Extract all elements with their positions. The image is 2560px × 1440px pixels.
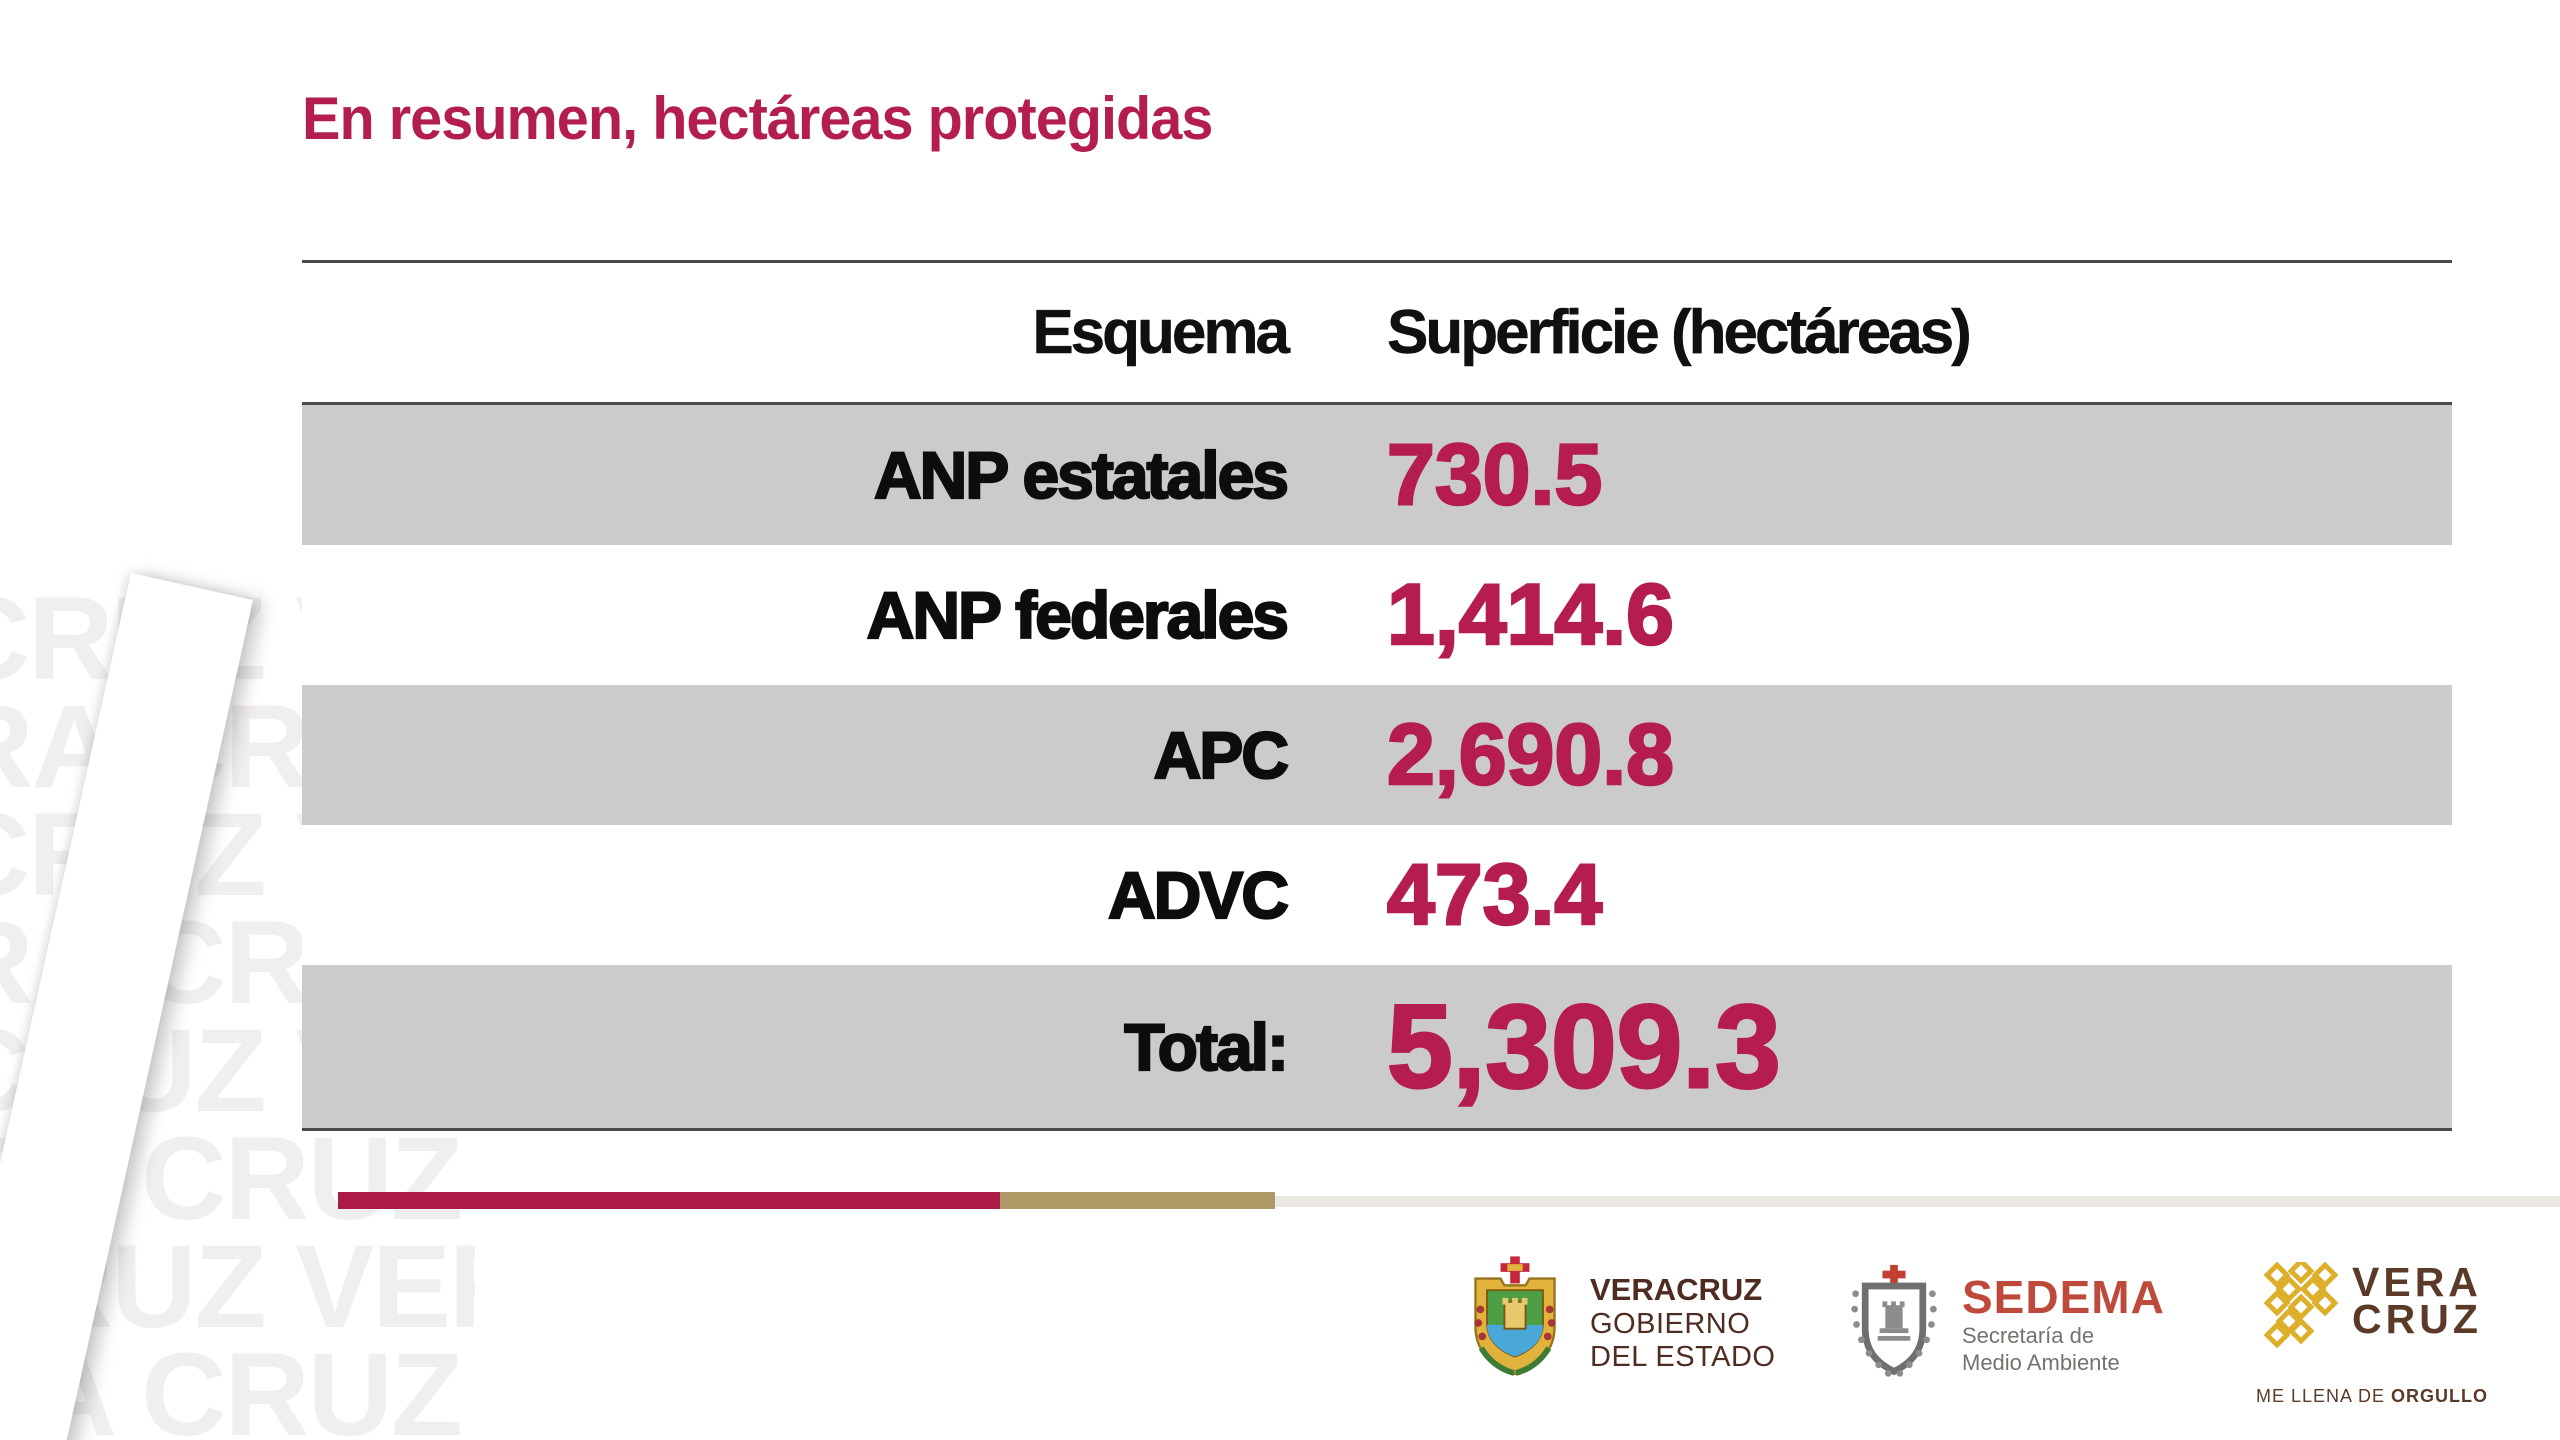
- sedema-name: SEDEMA: [1962, 1271, 2165, 1323]
- row-label: ADVC: [1107, 857, 1290, 933]
- veracruz-greca-icon: [2256, 1257, 2344, 1367]
- sedema-line1: Secretaría de: [1962, 1323, 2095, 1348]
- veracruz-tagline: ME LLENA DE ORGULLO: [2256, 1386, 2488, 1407]
- sedema-line2: Medio Ambiente: [1962, 1350, 2120, 1375]
- sedema-shield-icon: [1846, 1262, 1942, 1389]
- row-label: APC: [1153, 717, 1291, 793]
- tagline-prefix: ME LLENA DE: [2256, 1386, 2392, 1406]
- veracruz-brand-line2: CRUZ: [2352, 1296, 2482, 1342]
- divider-bar-crimson: [338, 1192, 1000, 1209]
- table-row: ANP estatales 730.5: [302, 405, 2452, 545]
- tagline-bold: ORGULLO: [2391, 1386, 2489, 1406]
- row-value: 1,414.6: [1386, 565, 1676, 664]
- page-title: En resumen, hectáreas protegidas: [302, 85, 1213, 152]
- header-esquema: Esquema: [1032, 298, 1290, 368]
- header-superficie: Superficie (hectáreas): [1387, 298, 1972, 368]
- table-header-row: Esquema Superficie (hectáreas): [302, 260, 2452, 405]
- summary-table: Esquema Superficie (hectáreas) ANP estat…: [302, 260, 2452, 1131]
- table-row: ANP federales 1,414.6: [302, 545, 2452, 685]
- row-value: 2,690.8: [1386, 705, 1676, 804]
- gobierno-name: VERACRUZ: [1590, 1272, 1763, 1307]
- veracruz-brand-line1: VERA: [2352, 1259, 2482, 1305]
- row-value: 730.5: [1386, 425, 1604, 524]
- total-label: Total:: [1123, 1008, 1290, 1084]
- gobierno-line1: GOBIERNO: [1590, 1308, 1751, 1340]
- divider-bar-track: [1275, 1196, 2560, 1207]
- veracruz-brand-text: VERA CRUZ: [2352, 1259, 2482, 1342]
- sedema-logo-text: SEDEMA Secretaría de Medio Ambiente: [1962, 1272, 2165, 1376]
- divider-bar-gold: [1000, 1192, 1275, 1209]
- row-label: ANP estatales: [873, 437, 1290, 513]
- gobierno-logo-text: VERACRUZ GOBIERNO DEL ESTADO: [1590, 1272, 1776, 1374]
- table-total-row: Total: 5,309.3: [302, 965, 2452, 1131]
- row-label: ANP federales: [866, 577, 1291, 653]
- gobierno-line2: DEL ESTADO: [1590, 1341, 1776, 1373]
- table-row: ADVC 473.4: [302, 825, 2452, 965]
- total-value: 5,309.3: [1386, 979, 1783, 1114]
- row-value: 473.4: [1386, 845, 1604, 944]
- table-row: APC 2,690.8: [302, 685, 2452, 825]
- veracruz-coat-of-arms-icon: [1462, 1252, 1568, 1395]
